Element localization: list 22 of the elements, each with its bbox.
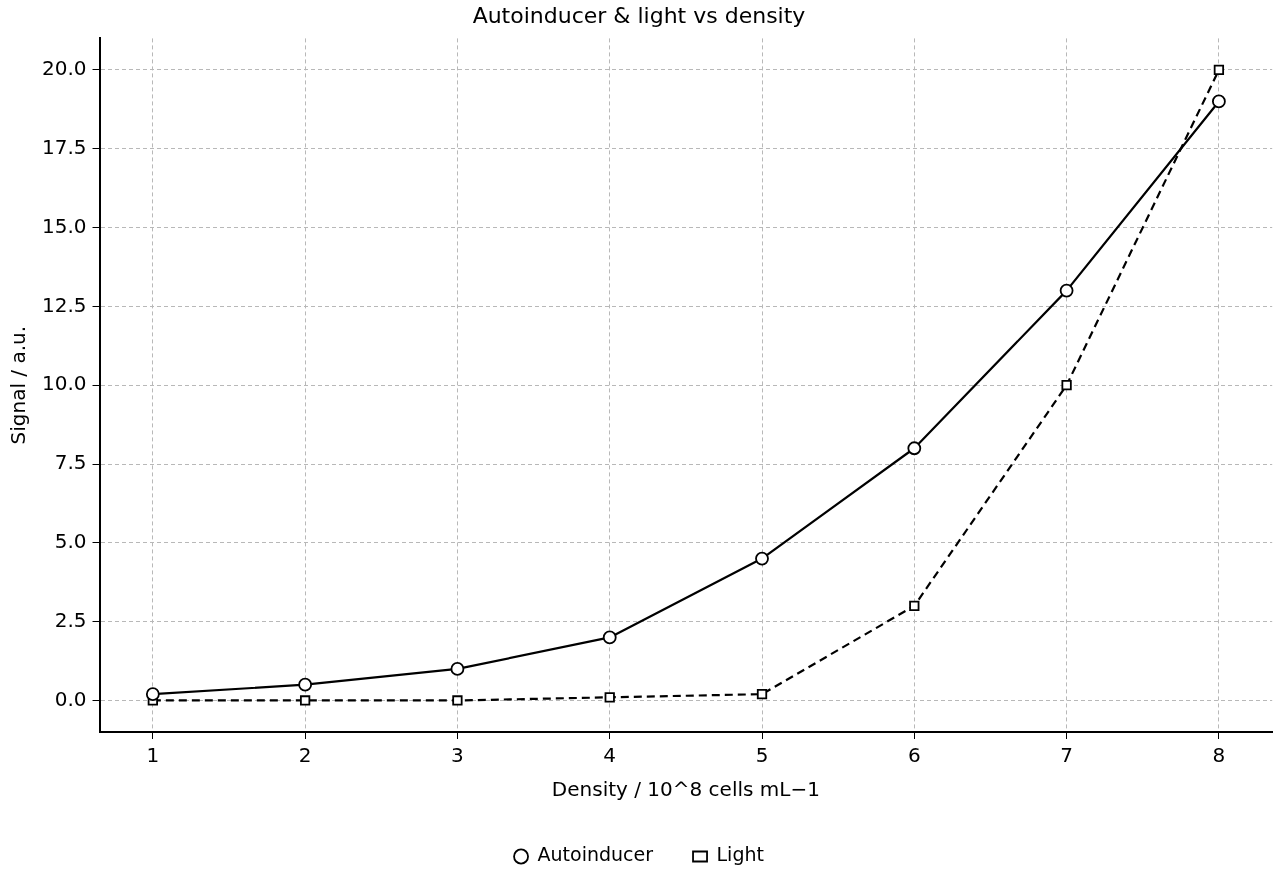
x-tick-label: 5 <box>755 743 769 768</box>
y-tick-label: 7.5 <box>54 450 87 475</box>
x-tick-label: 6 <box>907 743 921 768</box>
y-tick-label: 20.0 <box>42 56 87 81</box>
legend-label: Autoinducer <box>537 843 654 866</box>
y-tick-label: 5.0 <box>54 529 87 554</box>
x-axis-title: Density / 10^8 cells mL−1 <box>551 777 820 802</box>
x-tick-label: 8 <box>1212 743 1226 768</box>
y-axis-title: Signal / a.u. <box>6 325 31 445</box>
y-tick-label: 15.0 <box>42 213 87 238</box>
x-tick-label: 7 <box>1060 743 1073 768</box>
x-tick-label: 3 <box>451 743 464 768</box>
x-tick-label: 2 <box>298 743 312 768</box>
x-tick-label: 4 <box>603 743 617 768</box>
x-tick-label: 1 <box>146 743 160 768</box>
y-tick-label: 17.5 <box>42 134 87 159</box>
legend-label: Light <box>716 843 764 866</box>
chart-title: Autoinducer & light vs density <box>472 2 806 28</box>
y-tick-label: 10.0 <box>42 371 87 396</box>
y-tick-label: 2.5 <box>54 607 87 632</box>
y-tick-label: 0.0 <box>54 686 87 711</box>
y-tick-label: 12.5 <box>42 292 87 317</box>
